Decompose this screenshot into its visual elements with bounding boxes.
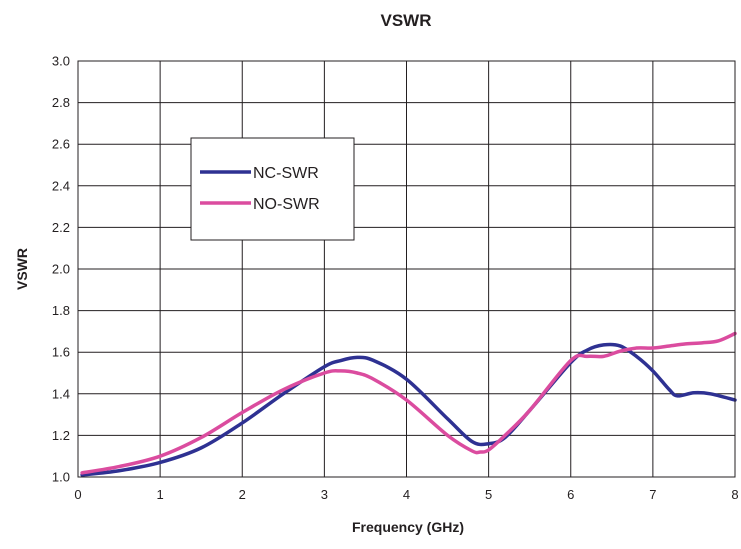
y-tick-label: 1.0 <box>52 470 70 485</box>
y-axis-title: VSWR <box>14 248 30 290</box>
y-tick-label: 2.8 <box>52 95 70 110</box>
y-tick-label: 3.0 <box>52 54 70 69</box>
series-layer <box>80 331 737 477</box>
x-tick-label: 0 <box>74 487 81 502</box>
y-tick-label: 2.2 <box>52 220 70 235</box>
y-tick-label: 1.8 <box>52 303 70 318</box>
series-line-no-swr <box>80 331 737 475</box>
series-line-nc-swr <box>80 342 737 477</box>
y-tick-label: 2.0 <box>52 262 70 277</box>
legend-label-nc-swr: NC-SWR <box>253 165 319 182</box>
x-tick-label: 4 <box>403 487 410 502</box>
x-tick-label: 8 <box>731 487 738 502</box>
x-tick-labels: 0 1 2 3 4 5 6 7 8 <box>74 487 738 502</box>
x-tick-label: 7 <box>649 487 656 502</box>
x-tick-label: 5 <box>485 487 492 502</box>
x-tick-label: 1 <box>157 487 164 502</box>
x-axis-title: Frequency (GHz) <box>352 519 464 535</box>
legend: NC-SWR NO-SWR <box>190 137 355 241</box>
x-tick-label: 6 <box>567 487 574 502</box>
legend-label-no-swr: NO-SWR <box>253 196 320 213</box>
plot-frame <box>77 60 736 478</box>
x-tick-label: 2 <box>239 487 246 502</box>
chart-title: VSWR <box>381 11 432 30</box>
y-tick-label: 2.6 <box>52 137 70 152</box>
y-tick-labels: 1.0 1.2 1.4 1.6 1.8 2.0 2.2 2.4 2.6 2.8 3.0 <box>52 54 70 485</box>
y-tick-label: 1.2 <box>52 428 70 443</box>
grid-layer <box>77 60 736 478</box>
y-tick-label: 1.6 <box>52 345 70 360</box>
x-tick-label: 3 <box>321 487 328 502</box>
y-tick-label: 1.4 <box>52 386 70 401</box>
legend-box <box>190 137 355 241</box>
y-tick-label: 2.4 <box>52 178 70 193</box>
